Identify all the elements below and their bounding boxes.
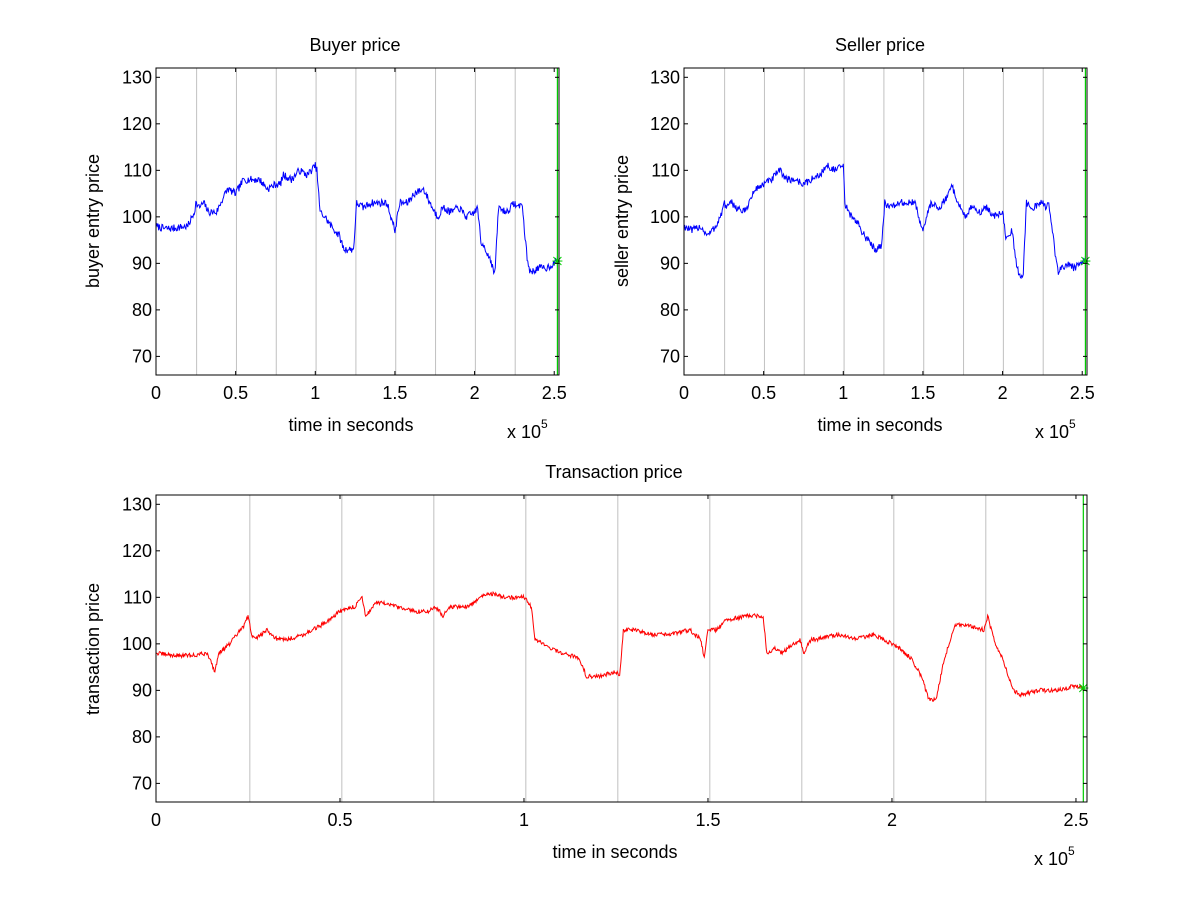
chart-title: Buyer price [309,35,400,55]
y-tick-label: 80 [132,300,152,320]
axes-box [155,494,1088,803]
x-tick-label: 2.5 [1070,383,1095,403]
x-tick-label: 1.5 [910,383,935,403]
x-tick-label: 1.5 [695,810,720,830]
y-tick-label: 90 [132,253,152,273]
end-marker-star-stroke [1078,683,1088,693]
x-multiplier-exponent: 5 [1068,844,1075,858]
axes-box [683,67,1088,376]
y-tick-label: 100 [122,207,152,227]
x-tick-label: 2 [470,383,480,403]
y-tick-label: 120 [650,114,680,134]
plot-area: 0 0.5 1 1.5 2 2.5 70 80 90 100 110 120 130 [650,67,1095,403]
x-tick-label: 1 [310,383,320,403]
y-tick-label: 90 [132,680,152,700]
y-tick-label: 110 [123,160,152,180]
x-axis-label: time in seconds [288,415,413,435]
y-tick-label: 130 [650,67,680,87]
x-multiplier-base: x 10 [507,422,541,442]
subplot-seller-price: Seller price 0 0.5 1 1.5 2 2.5 70 80 90 100 110 120… [612,35,1095,442]
y-tick-label: 110 [651,160,680,180]
end-marker-star-stroke [1081,256,1090,266]
x-multiplier-label: x 105 [507,417,548,442]
x-tick-label: 2 [998,383,1008,403]
y-tick-label: 100 [122,634,152,654]
y-tick-label: 80 [660,300,680,320]
plot-area: 0 0.5 1 1.5 2 2.5 70 80 90 100 110 120 130 [122,67,567,403]
y-tick-label: 130 [122,494,152,514]
y-tick-label: 110 [123,587,152,607]
y-axis-label: buyer entry price [83,154,103,288]
x-tick-label: 0 [151,383,161,403]
x-multiplier-label: x 105 [1034,844,1075,869]
series-line [155,162,558,276]
end-marker-star [552,256,563,267]
subplot-transaction-price: Transaction price 0 0.5 1 1.5 2 2.5 70 80 90 100 1… [83,462,1088,869]
y-tick-label: 70 [660,346,680,366]
x-axis-label: time in seconds [552,842,677,862]
x-multiplier-exponent: 5 [541,417,548,431]
x-multiplier-label: x 105 [1035,417,1076,442]
subplot-buyer-price: Buyer price 0 0.5 1 1.5 2 2.5 70 80 90 100 110 120 1… [83,35,567,442]
series-line [155,590,1084,702]
end-marker-star [1080,256,1091,267]
x-tick-label: 0.5 [751,383,776,403]
x-tick-label: 0.5 [223,383,248,403]
x-tick-label: 0 [151,810,161,830]
y-axis-label: transaction price [83,583,103,715]
chart-title: Seller price [835,35,925,55]
y-tick-label: 90 [660,253,680,273]
y-tick-label: 70 [132,346,152,366]
plot-area: 0 0.5 1 1.5 2 2.5 70 80 90 100 110 120 130 [122,494,1089,830]
x-tick-label: 1 [838,383,848,403]
x-axis-label: time in seconds [817,415,942,435]
x-multiplier-exponent: 5 [1069,417,1076,431]
chart-title: Transaction price [545,462,682,482]
x-tick-label: 2 [887,810,897,830]
x-multiplier-base: x 10 [1034,849,1068,869]
y-tick-label: 130 [122,67,152,87]
y-tick-label: 120 [122,541,152,561]
y-tick-label: 80 [132,727,152,747]
x-tick-label: 2.5 [1063,810,1088,830]
y-tick-label: 100 [650,207,680,227]
x-tick-label: 0 [679,383,689,403]
y-tick-label: 70 [132,773,152,793]
y-axis-label: seller entry price [612,155,632,287]
x-tick-label: 1.5 [382,383,407,403]
x-tick-label: 2.5 [542,383,567,403]
x-multiplier-base: x 10 [1035,422,1069,442]
end-marker-star-stroke [553,256,562,266]
axes-box [155,67,560,376]
x-tick-label: 1 [519,810,529,830]
y-tick-label: 120 [122,114,152,134]
series-line [683,162,1086,280]
x-tick-label: 0.5 [327,810,352,830]
